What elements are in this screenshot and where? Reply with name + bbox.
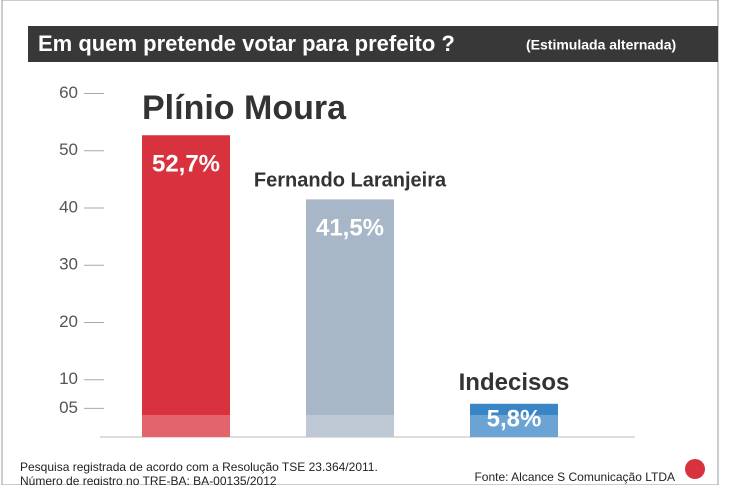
logo	[685, 459, 705, 479]
y-tick-label: 30	[59, 255, 78, 274]
bar-shade	[470, 415, 558, 437]
value-label: 41,5%	[316, 215, 384, 242]
category-label: Indecisos	[459, 369, 570, 396]
footer-left: Pesquisa registrada de acordo com a Reso…	[20, 460, 378, 474]
title-bar	[28, 26, 718, 62]
bar	[306, 199, 394, 437]
value-label: 5,8%	[487, 406, 542, 433]
chart-subtitle: (Estimulada alternada)	[526, 37, 676, 53]
footer-right: Fonte: Alcance S Comunicação LTDA	[474, 470, 675, 484]
bar-shade	[306, 415, 394, 437]
category-label: Plínio Moura	[142, 89, 347, 127]
y-tick-label: 60	[59, 83, 78, 102]
bar	[142, 135, 230, 437]
y-tick-label: 50	[59, 140, 78, 159]
y-tick-label: 05	[59, 398, 78, 417]
value-label: 52,7%	[152, 151, 220, 178]
y-tick-label: 20	[59, 312, 78, 331]
chart-title: Em quem pretende votar para prefeito ?	[38, 31, 455, 56]
y-tick-label: 10	[59, 369, 78, 388]
bar	[470, 403, 558, 437]
bar-shade	[142, 415, 230, 437]
y-tick-label: 40	[59, 197, 78, 216]
category-label: Fernando Laranjeira	[254, 170, 447, 192]
footer-left: Número de registro no TRE-BA: BA-00135/2…	[20, 474, 277, 485]
